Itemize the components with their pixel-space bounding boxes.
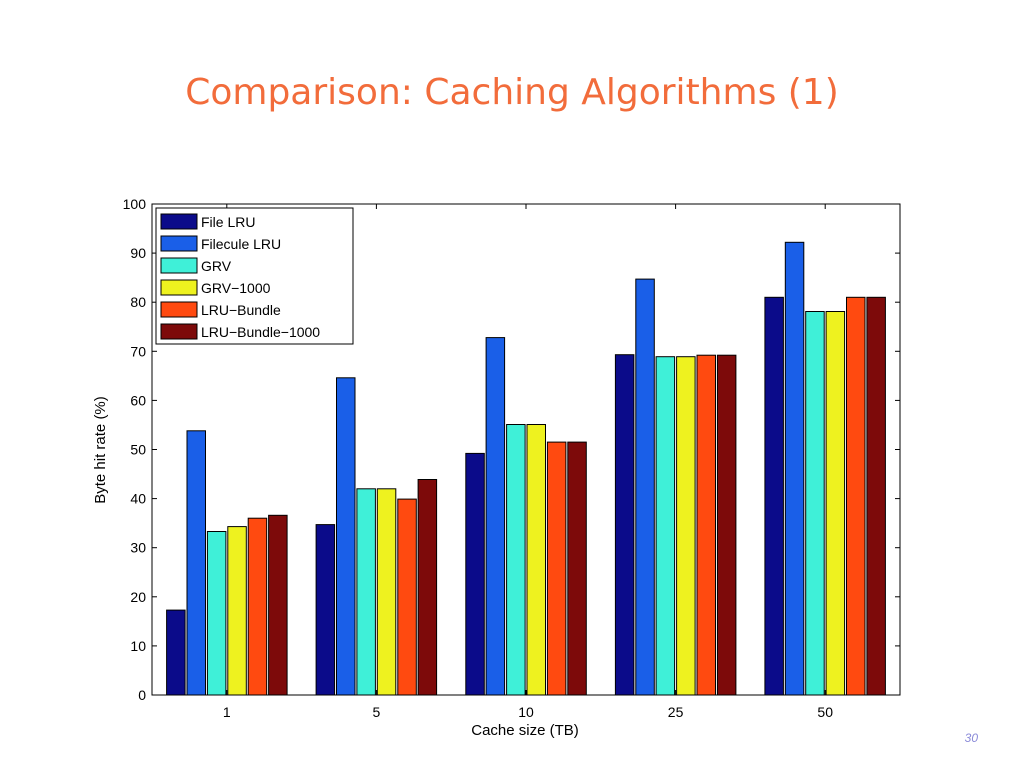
bar xyxy=(784,241,805,696)
bar xyxy=(846,296,866,696)
x-tick-label: 10 xyxy=(518,704,534,720)
bar xyxy=(635,278,655,696)
bar xyxy=(526,424,546,696)
y-tick-label: 80 xyxy=(130,294,146,310)
bars-group xyxy=(166,241,886,696)
slide-title: Comparison: Caching Algorithms (1) xyxy=(185,72,839,113)
y-tick-label: 90 xyxy=(130,245,146,261)
bar xyxy=(397,498,417,696)
y-tick-label: 10 xyxy=(130,638,146,654)
bar xyxy=(206,531,227,696)
y-tick-label: 30 xyxy=(130,540,146,556)
x-tick-label: 25 xyxy=(668,704,684,720)
y-tick-label: 60 xyxy=(130,392,146,408)
x-tick-label: 1 xyxy=(223,704,231,720)
legend-box xyxy=(155,207,354,345)
bar xyxy=(417,479,438,696)
page-number: 30 xyxy=(964,731,978,745)
bar xyxy=(614,354,635,696)
legend-swatch xyxy=(160,323,198,340)
legend-swatch xyxy=(160,235,198,252)
bar xyxy=(676,356,696,696)
bar xyxy=(764,296,784,696)
legend: File LRU Filecule LRU GRV GRV−1000 LRU−Bundl… xyxy=(155,207,354,345)
bar xyxy=(356,488,376,696)
y-tick-label: 70 xyxy=(130,343,146,359)
bar xyxy=(485,337,506,696)
legend-swatch xyxy=(160,279,198,296)
y-tick-label: 20 xyxy=(130,589,146,605)
bar xyxy=(268,514,288,696)
bar xyxy=(805,311,825,696)
bar xyxy=(866,296,886,696)
y-tick-label: 0 xyxy=(138,687,146,703)
bar xyxy=(336,377,356,696)
bar xyxy=(186,430,206,696)
legend-label: LRU−Bundle xyxy=(201,302,281,318)
bar xyxy=(825,311,846,696)
bar xyxy=(567,441,587,696)
legend-label: File LRU xyxy=(201,214,255,230)
bar xyxy=(247,517,268,696)
bar xyxy=(166,609,186,696)
bar xyxy=(227,526,247,696)
x-tick-label: 5 xyxy=(373,704,381,720)
x-axis: 1 5 10 25 50 xyxy=(223,204,833,720)
bar xyxy=(655,356,676,696)
y-tick-label: 50 xyxy=(130,442,146,458)
bar xyxy=(546,441,567,696)
legend-label: Filecule LRU xyxy=(201,236,281,252)
bar xyxy=(696,354,716,696)
bar xyxy=(506,424,526,696)
y-axis: 0 10 20 30 40 50 60 70 80 90 100 xyxy=(123,196,900,703)
x-axis-label: Cache size (TB) xyxy=(471,722,579,739)
bar xyxy=(315,524,336,696)
legend-swatch xyxy=(160,213,198,230)
bar xyxy=(376,488,397,696)
y-axis-label: Byte hit rate (%) xyxy=(92,396,109,504)
legend-label: LRU−Bundle−1000 xyxy=(201,324,320,340)
bar xyxy=(716,354,737,696)
legend-swatch xyxy=(160,301,198,318)
legend-label: GRV xyxy=(201,258,232,274)
y-tick-label: 100 xyxy=(123,196,147,212)
legend-swatch xyxy=(160,257,198,274)
x-tick-label: 50 xyxy=(817,704,833,720)
bar xyxy=(465,452,485,696)
y-tick-label: 40 xyxy=(130,491,146,507)
legend-label: GRV−1000 xyxy=(201,280,271,296)
